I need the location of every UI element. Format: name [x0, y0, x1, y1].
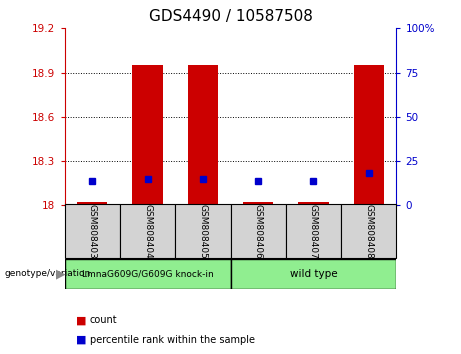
Bar [354, 65, 384, 205]
Bar [77, 202, 107, 205]
Text: ▶: ▶ [56, 268, 66, 280]
Text: count: count [90, 315, 118, 325]
Bar [286, 204, 341, 258]
Text: percentile rank within the sample: percentile rank within the sample [90, 335, 255, 345]
Text: GSM808404: GSM808404 [143, 204, 152, 258]
Title: GDS4490 / 10587508: GDS4490 / 10587508 [148, 9, 313, 24]
Text: GSM808405: GSM808405 [198, 204, 207, 258]
Bar [298, 202, 329, 205]
Text: GSM808408: GSM808408 [364, 204, 373, 258]
Bar [175, 204, 230, 258]
Text: GSM808403: GSM808403 [88, 204, 97, 258]
Bar [230, 259, 396, 289]
Bar [188, 65, 218, 205]
Bar [132, 65, 163, 205]
Bar [65, 204, 120, 258]
Bar [243, 202, 273, 205]
Bar [120, 204, 175, 258]
Bar [341, 204, 396, 258]
Text: genotype/variation: genotype/variation [5, 269, 91, 279]
Text: GSM808407: GSM808407 [309, 204, 318, 258]
Text: GSM808406: GSM808406 [254, 204, 263, 258]
Bar [65, 259, 230, 289]
Text: ■: ■ [76, 335, 87, 345]
Text: wild type: wild type [290, 269, 337, 279]
Text: LmnaG609G/G609G knock-in: LmnaG609G/G609G knock-in [82, 269, 213, 279]
Text: ■: ■ [76, 315, 87, 325]
Bar [230, 204, 286, 258]
